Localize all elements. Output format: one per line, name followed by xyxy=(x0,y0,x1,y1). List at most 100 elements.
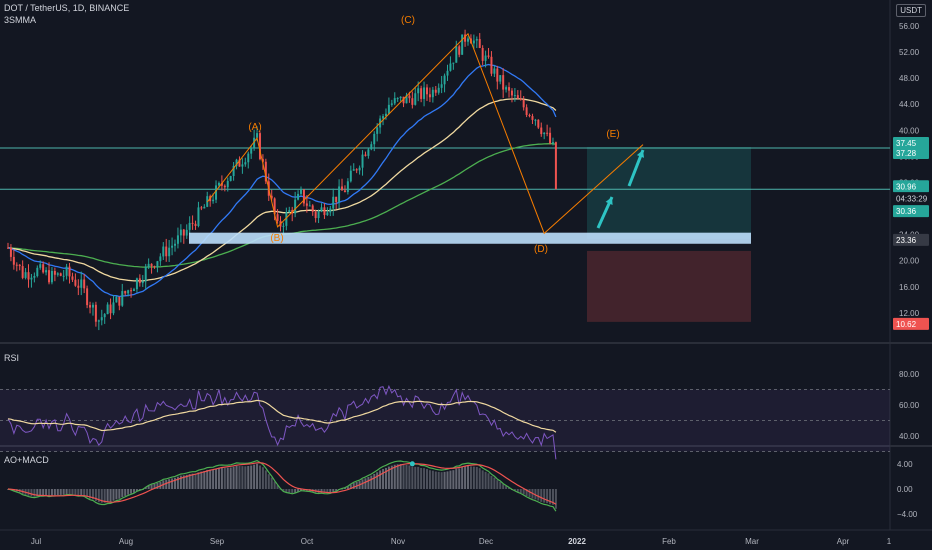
candle-body xyxy=(156,261,159,268)
time-tick: 1 xyxy=(887,537,892,546)
candle-body xyxy=(367,149,370,156)
candle-body xyxy=(414,93,417,105)
ao-bar xyxy=(273,481,276,489)
time-tick: Feb xyxy=(662,537,676,546)
price-tick: 20.00 xyxy=(899,257,920,266)
candle-body xyxy=(7,247,9,249)
candle-body xyxy=(384,113,387,117)
candle-body xyxy=(153,266,156,268)
candle-body xyxy=(21,266,24,278)
ao-bar xyxy=(373,473,376,489)
ao-bar xyxy=(171,478,174,489)
candle-body xyxy=(65,266,68,276)
ao-bar xyxy=(91,489,94,500)
ao-bar xyxy=(253,464,256,489)
ao-bar xyxy=(522,489,525,495)
candle-body xyxy=(261,159,264,162)
ao-bar xyxy=(440,472,443,489)
overlay-indicator-label[interactable]: 3SMMA xyxy=(4,15,37,25)
candle-body xyxy=(185,229,188,236)
candle-body xyxy=(464,34,467,42)
ao-bar xyxy=(496,480,499,489)
ao-bar xyxy=(461,466,464,489)
candle-body xyxy=(402,96,405,104)
ao-bar xyxy=(191,473,194,489)
candle-body xyxy=(493,68,496,74)
rsi-pane-label[interactable]: RSI xyxy=(4,353,20,363)
ao-bar xyxy=(405,464,408,489)
candle-body xyxy=(235,159,238,166)
ao-bar xyxy=(185,474,188,489)
candle-body xyxy=(382,116,385,119)
macd-pane-label[interactable]: AO+MACD xyxy=(4,455,49,465)
candle-body xyxy=(487,55,490,57)
ao-bar xyxy=(411,466,414,489)
candle-body xyxy=(317,211,320,219)
ao-bar xyxy=(48,489,51,496)
ao-bar xyxy=(525,489,528,497)
candle-body xyxy=(83,279,86,289)
support-box xyxy=(189,232,751,244)
candle-body xyxy=(12,256,15,265)
candle-body xyxy=(549,132,552,144)
candle-body xyxy=(320,207,323,212)
candle-body xyxy=(109,304,112,314)
candle-body xyxy=(135,278,138,290)
target-zone xyxy=(587,146,751,239)
candle-body xyxy=(496,68,499,82)
ao-bar xyxy=(94,489,97,502)
support-tag: 23.36 xyxy=(896,236,917,245)
ao-bar xyxy=(431,470,434,489)
candle-body xyxy=(212,199,215,202)
candle-body xyxy=(335,196,338,203)
ao-bar xyxy=(264,470,267,489)
ao-bar xyxy=(519,489,522,493)
ao-bar xyxy=(323,489,326,494)
candle-body xyxy=(118,296,121,306)
candle-body xyxy=(282,225,285,227)
ao-bar xyxy=(106,489,109,502)
ao-bar xyxy=(135,489,138,492)
candle-body xyxy=(537,119,540,128)
ao-bar xyxy=(499,481,502,489)
ao-bar xyxy=(285,489,288,493)
ao-bar xyxy=(80,489,83,496)
ao-bar xyxy=(27,489,30,496)
candle-body xyxy=(68,266,71,277)
candle-body xyxy=(505,87,508,90)
ao-bar xyxy=(446,471,449,489)
candle-body xyxy=(449,63,452,71)
ao-bar xyxy=(352,483,355,489)
ao-bar xyxy=(452,470,455,489)
ao-bar xyxy=(188,474,191,489)
ao-bar xyxy=(235,465,238,489)
candle-body xyxy=(390,103,393,105)
ao-bar xyxy=(294,489,297,493)
candle-body xyxy=(540,127,543,135)
candle-body xyxy=(475,39,478,41)
candle-body xyxy=(250,147,253,154)
ao-bar xyxy=(393,464,396,489)
currency-badge[interactable]: USDT xyxy=(896,4,926,17)
ao-bar xyxy=(232,466,235,489)
countdown-tag-bg xyxy=(893,192,929,205)
candle-body xyxy=(9,247,12,257)
candle-body xyxy=(217,182,220,186)
candles xyxy=(7,29,557,331)
candle-body xyxy=(323,207,326,216)
candle-body xyxy=(338,186,341,203)
macd-tick: −4.00 xyxy=(897,510,918,519)
candle-body xyxy=(264,161,267,182)
projection-arrow-head xyxy=(605,197,613,205)
price-tick: 12.00 xyxy=(899,309,920,318)
candle-body xyxy=(115,296,118,303)
candle-body xyxy=(273,198,276,215)
candle-body xyxy=(467,38,470,42)
ao-bar xyxy=(478,468,481,489)
ao-bar xyxy=(399,464,402,489)
candle-body xyxy=(182,229,185,236)
wave-label: (A) xyxy=(248,122,261,133)
ao-bar xyxy=(127,489,130,495)
candle-body xyxy=(132,289,135,292)
